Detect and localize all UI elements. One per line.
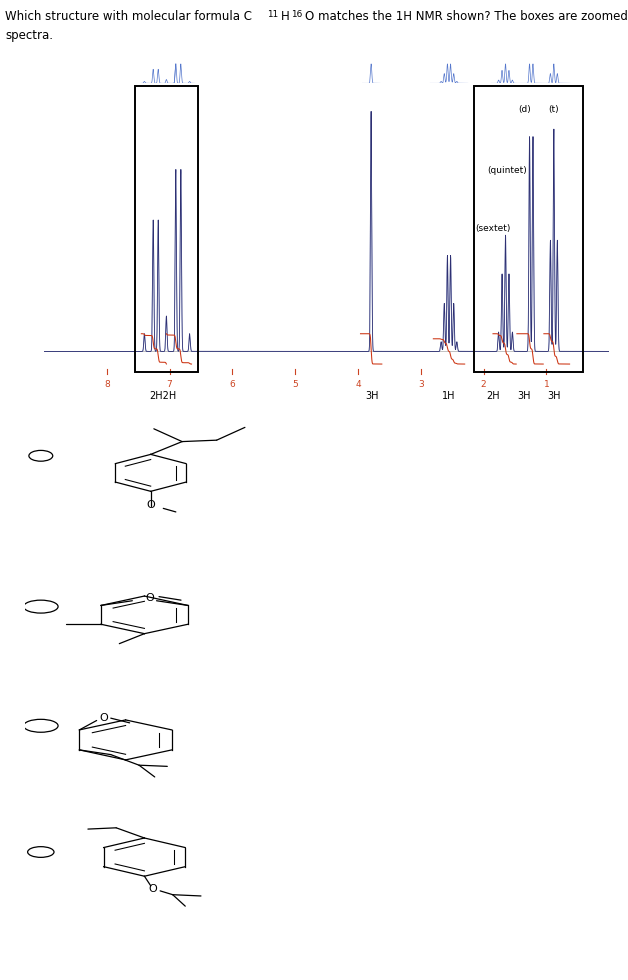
Text: 5: 5 [292,380,298,389]
Text: (quintet): (quintet) [487,166,528,174]
Text: 3: 3 [418,380,424,389]
Text: 8: 8 [104,380,110,389]
Text: O: O [146,500,155,510]
Text: 7: 7 [166,380,173,389]
Text: spectra.: spectra. [5,29,53,42]
Text: 1: 1 [543,380,550,389]
Text: (d): (d) [518,105,531,114]
Bar [474,86,583,371]
Text: 2H: 2H [486,391,500,401]
Text: H: H [281,10,290,23]
Text: O matches the 1H NMR shown? The boxes are zoomed portions of the: O matches the 1H NMR shown? The boxes ar… [305,10,628,23]
Text: O: O [145,593,154,604]
Text: (sextet): (sextet) [475,223,511,232]
Bar [135,86,198,371]
Text: 2: 2 [481,380,486,389]
Text: 16: 16 [291,10,302,19]
Text: O: O [148,884,156,894]
Text: 4: 4 [355,380,360,389]
Text: 2H2H: 2H2H [149,391,177,401]
Text: 1H: 1H [442,391,456,401]
Text: Which structure with molecular formula C: Which structure with molecular formula C [5,10,252,23]
Text: 6: 6 [229,380,236,389]
Text: 3H: 3H [365,391,379,401]
Text: 11: 11 [267,10,278,19]
Text: 3H: 3H [547,391,561,401]
Text: 3H: 3H [517,391,531,401]
Text: O: O [99,712,108,722]
Text: (t): (t) [549,105,559,114]
